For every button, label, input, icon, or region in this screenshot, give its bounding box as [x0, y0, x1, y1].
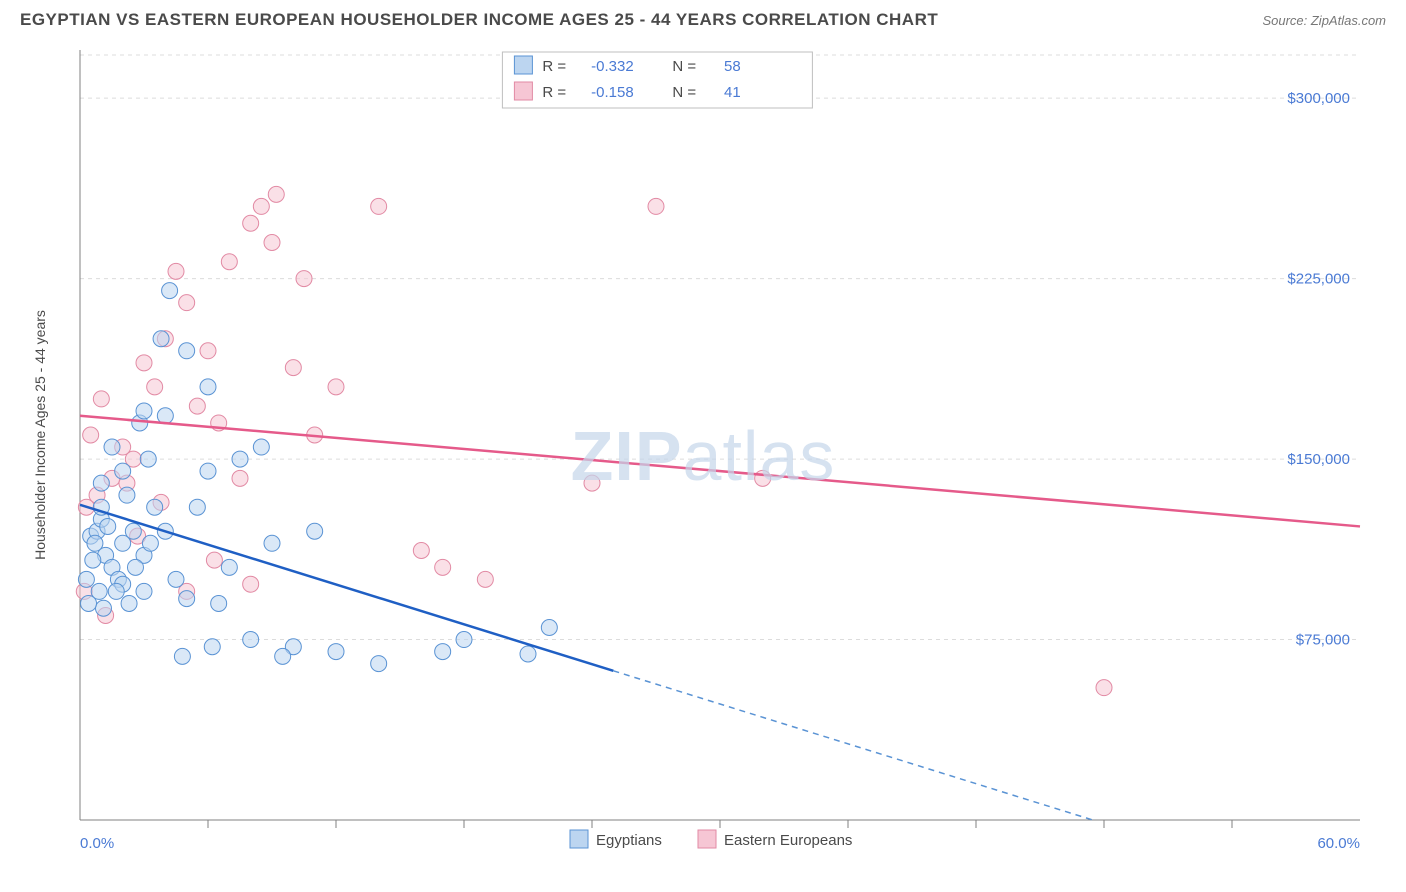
scatter-point-egyptian — [115, 463, 131, 479]
legend-n-value: 41 — [724, 84, 741, 101]
scatter-point-egyptian — [179, 343, 195, 359]
scatter-point-eastern-european — [83, 427, 99, 443]
scatter-point-eastern-european — [189, 398, 205, 414]
series-legend-swatch — [698, 830, 716, 848]
chart-title: EGYPTIAN VS EASTERN EUROPEAN HOUSEHOLDER… — [20, 10, 938, 30]
scatter-point-egyptian — [456, 632, 472, 648]
scatter-point-egyptian — [78, 571, 94, 587]
legend-r-label: R = — [542, 58, 566, 75]
scatter-point-egyptian — [104, 439, 120, 455]
scatter-point-egyptian — [168, 571, 184, 587]
scatter-point-egyptian — [221, 559, 237, 575]
scatter-point-egyptian — [179, 591, 195, 607]
y-axis-label: Householder Income Ages 25 - 44 years — [32, 310, 48, 560]
scatter-point-eastern-european — [477, 571, 493, 587]
scatter-point-eastern-european — [285, 360, 301, 376]
scatter-point-egyptian — [435, 644, 451, 660]
scatter-point-egyptian — [85, 552, 101, 568]
scatter-point-egyptian — [140, 451, 156, 467]
source-attribution: Source: ZipAtlas.com — [1262, 13, 1386, 28]
scatter-point-eastern-european — [755, 470, 771, 486]
series-legend-swatch — [570, 830, 588, 848]
scatter-point-eastern-european — [232, 470, 248, 486]
scatter-point-eastern-european — [243, 576, 259, 592]
scatter-point-eastern-european — [296, 271, 312, 287]
scatter-point-egyptian — [189, 499, 205, 515]
chart-area: $75,000 $150,000 $225,000 $300,000 0.0% 60.0%… — [20, 40, 1386, 872]
scatter-point-egyptian — [371, 656, 387, 672]
scatter-point-egyptian — [121, 595, 137, 611]
trendline-eastern-european — [80, 416, 1360, 527]
scatter-point-egyptian — [541, 620, 557, 636]
scatter-point-eastern-european — [413, 543, 429, 559]
legend-n-label: N = — [672, 58, 696, 75]
scatter-point-eastern-european — [200, 343, 216, 359]
scatter-point-egyptian — [520, 646, 536, 662]
scatter-point-eastern-european — [136, 355, 152, 371]
scatter-point-egyptian — [204, 639, 220, 655]
scatter-point-egyptian — [253, 439, 269, 455]
xtick-label-left: 0.0% — [80, 835, 114, 852]
scatter-point-egyptian — [108, 583, 124, 599]
scatter-point-egyptian — [153, 331, 169, 347]
ytick-label: $150,000 — [1287, 451, 1350, 468]
scatter-point-egyptian — [200, 379, 216, 395]
scatter-point-eastern-european — [584, 475, 600, 491]
scatter-point-eastern-european — [435, 559, 451, 575]
scatter-point-egyptian — [328, 644, 344, 660]
scatter-point-eastern-european — [147, 379, 163, 395]
scatter-point-egyptian — [147, 499, 163, 515]
scatter-point-egyptian — [174, 648, 190, 664]
scatter-point-egyptian — [307, 523, 323, 539]
scatter-point-eastern-european — [179, 295, 195, 311]
scatter-point-egyptian — [136, 583, 152, 599]
scatter-point-egyptian — [136, 403, 152, 419]
ytick-label: $225,000 — [1287, 271, 1350, 288]
scatter-point-eastern-european — [243, 215, 259, 231]
scatter-point-eastern-european — [371, 198, 387, 214]
scatter-point-egyptian — [87, 535, 103, 551]
scatter-point-egyptian — [119, 487, 135, 503]
scatter-point-eastern-european — [221, 254, 237, 270]
scatter-point-egyptian — [157, 408, 173, 424]
legend-swatch — [514, 82, 532, 100]
trendline-egyptian-extension — [613, 671, 1092, 820]
ytick-label: $300,000 — [1287, 90, 1350, 107]
trendline-egyptian — [80, 505, 613, 671]
scatter-point-egyptian — [264, 535, 280, 551]
series-legend-label: Eastern Europeans — [724, 832, 852, 849]
scatter-point-egyptian — [81, 595, 97, 611]
scatter-point-egyptian — [95, 600, 111, 616]
xtick-label-right: 60.0% — [1317, 835, 1360, 852]
scatter-point-egyptian — [142, 535, 158, 551]
scatter-point-eastern-european — [328, 379, 344, 395]
legend-swatch — [514, 56, 532, 74]
scatter-point-egyptian — [275, 648, 291, 664]
scatter-point-egyptian — [243, 632, 259, 648]
scatter-point-eastern-european — [93, 391, 109, 407]
scatter-point-egyptian — [162, 283, 178, 299]
scatter-point-eastern-european — [268, 186, 284, 202]
scatter-point-egyptian — [211, 595, 227, 611]
scatter-point-eastern-european — [648, 198, 664, 214]
scatter-point-egyptian — [93, 475, 109, 491]
scatter-point-eastern-european — [1096, 680, 1112, 696]
scatter-point-egyptian — [127, 559, 143, 575]
ytick-label: $75,000 — [1296, 632, 1350, 649]
scatter-point-egyptian — [100, 518, 116, 534]
scatter-point-egyptian — [200, 463, 216, 479]
scatter-point-eastern-european — [168, 263, 184, 279]
scatter-point-eastern-european — [206, 552, 222, 568]
scatter-point-egyptian — [125, 523, 141, 539]
scatter-point-eastern-european — [264, 235, 280, 251]
legend-r-value: -0.332 — [591, 58, 634, 75]
legend-r-value: -0.158 — [591, 84, 634, 101]
legend-n-value: 58 — [724, 58, 741, 75]
legend-n-label: N = — [672, 84, 696, 101]
scatter-point-egyptian — [232, 451, 248, 467]
scatter-point-eastern-european — [253, 198, 269, 214]
legend-r-label: R = — [542, 84, 566, 101]
series-legend-label: Egyptians — [596, 832, 662, 849]
